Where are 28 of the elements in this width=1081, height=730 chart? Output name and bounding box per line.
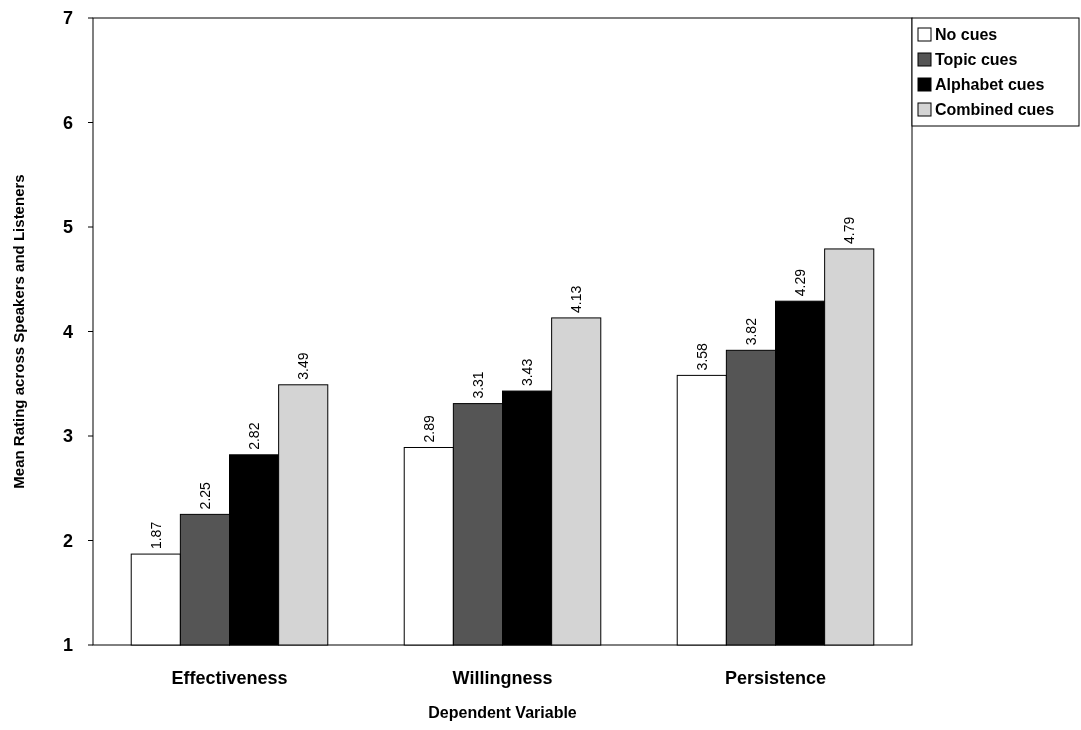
x-axis-title: Dependent Variable	[428, 704, 577, 721]
y-tick-label: 6	[62, 112, 73, 133]
data-label: 1.87	[147, 521, 164, 550]
data-label: 3.43	[519, 358, 536, 387]
data-label: 2.25	[196, 481, 213, 510]
y-tick-label: 3	[62, 426, 73, 447]
data-label: 2.89	[420, 415, 437, 443]
y-tick-label: 2	[62, 530, 73, 551]
data-label: 4.79	[841, 216, 858, 244]
data-label: 3.31	[469, 371, 486, 399]
y-tick-label: 4	[62, 321, 73, 342]
data-label: 4.29	[792, 268, 809, 297]
legend-label: Combined cues	[935, 101, 1055, 118]
y-tick-label: 5	[62, 217, 73, 238]
data-label: 3.58	[693, 342, 710, 371]
x-tick-label: Willingness	[452, 668, 553, 688]
legend-label: Alphabet cues	[935, 76, 1045, 93]
data-label: 2.82	[246, 422, 263, 450]
y-axis-title: Mean Rating across Speakers and Listeners	[10, 174, 27, 489]
x-tick-label: Effectiveness	[171, 668, 288, 688]
x-tick-label: Persistence	[724, 668, 827, 688]
y-tick-label: 1	[62, 635, 73, 656]
legend-label: No cues	[935, 26, 998, 43]
data-label: 3.82	[742, 317, 759, 346]
data-label: 3.49	[295, 352, 312, 380]
legend-label: Topic cues	[935, 51, 1018, 68]
data-label: 4.13	[568, 285, 585, 313]
y-tick-label: 7	[62, 8, 73, 29]
